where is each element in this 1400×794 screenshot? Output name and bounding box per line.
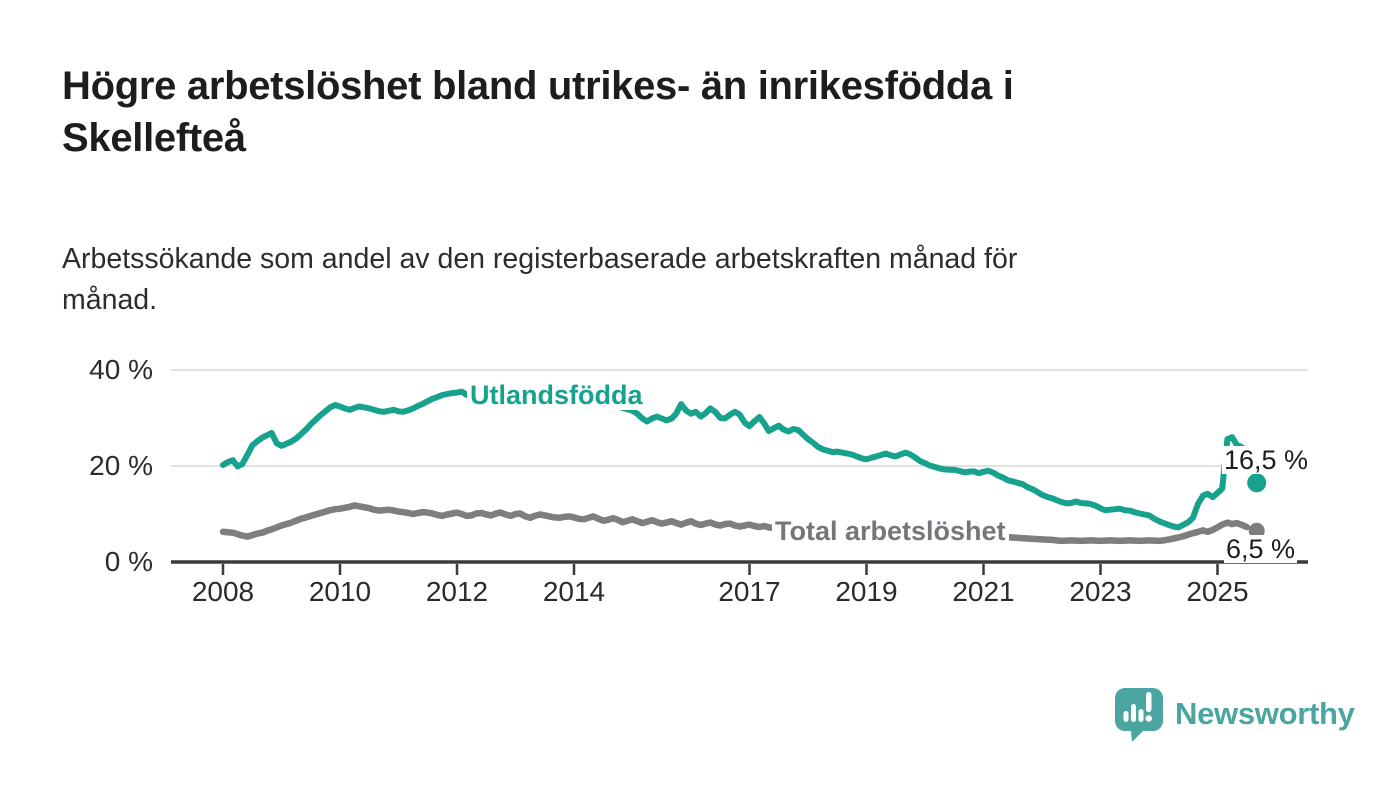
x-axis-label-2014: 2014 xyxy=(542,576,606,607)
x-axis-label-2025: 2025 xyxy=(1186,576,1249,607)
latest-value-total: 6,5 % xyxy=(1224,534,1298,564)
x-axis-label-2021: 2021 xyxy=(952,576,1015,607)
utlandsfodda-latest-dot xyxy=(1247,473,1267,493)
series-label-utlandsfodda: Utlandsfödda xyxy=(467,380,646,410)
newsworthy-logo-text: Newsworthy xyxy=(1175,696,1355,731)
page-title-line1: Högre arbetslöshet bland utrikes- än inr… xyxy=(62,64,1014,108)
page-title-line2: Skellefteå xyxy=(62,116,246,160)
x-axis-label-2010: 2010 xyxy=(308,576,372,607)
y-axis-label-20: 20 % xyxy=(89,450,153,481)
latest-value-utlandsfodda: 16,5 % xyxy=(1222,445,1311,475)
x-axis-label-2017: 2017 xyxy=(718,576,781,607)
newsworthy-logo: Newsworthy xyxy=(1112,686,1355,742)
x-axis-label-2023: 2023 xyxy=(1069,576,1132,607)
page-title: Högre arbetslöshet bland utrikes- än inr… xyxy=(62,60,1282,164)
total-latest-dot xyxy=(1248,522,1265,539)
series-label-total-arbetsloshet: Total arbetslöshet xyxy=(772,516,1009,546)
x-axis-label-2012: 2012 xyxy=(425,576,489,607)
chart-subtitle-line2: månad. xyxy=(62,284,158,316)
newsworthy-speech-bubble-chart-icon xyxy=(1115,688,1163,742)
x-axis-label-2019: 2019 xyxy=(835,576,898,607)
total-arbetsloshet-line xyxy=(219,502,1251,545)
utlandsfodda-line xyxy=(220,388,1246,531)
x-axis-label-2008: 2008 xyxy=(191,576,255,607)
y-axis-label-40: 40 % xyxy=(89,354,153,385)
chart-subtitle: Arbetssökande som andel av den registerb… xyxy=(62,239,1282,321)
y-axis-label-0: 0 % xyxy=(104,546,153,577)
chart-subtitle-line1: Arbetssökande som andel av den registerb… xyxy=(62,243,1018,275)
